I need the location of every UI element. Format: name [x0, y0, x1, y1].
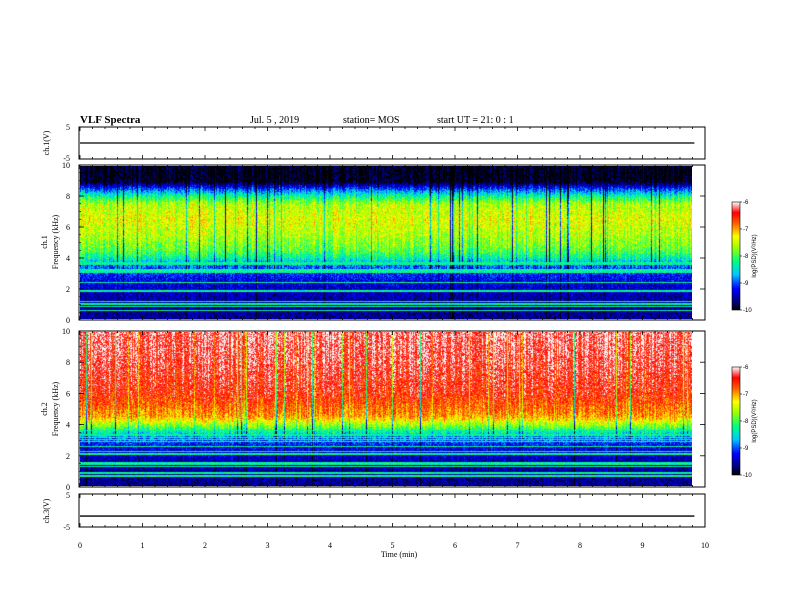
y-tick-label: 10	[62, 327, 70, 336]
start-time-label: start UT = 21: 0 : 1	[437, 115, 514, 126]
ch1-spectrogram-image	[80, 166, 692, 319]
colorbar-tick-label: -9	[743, 446, 749, 452]
colorbar-tick-label: -6	[743, 200, 749, 206]
y-tick-label: 6	[66, 223, 70, 232]
time-axis: 0 1 2 3 4 5 6 7 8 9 10	[78, 127, 709, 550]
time-axis-label: Time (min)	[381, 550, 418, 559]
ch1-ytick-top: 5	[66, 123, 70, 132]
ch2-spectrogram-panel: 0 2 4 6 8 10 ch.2 Frequency (kHz)	[40, 327, 706, 492]
ch3-waveform-frame	[78, 493, 706, 528]
y-tick-label: 8	[66, 358, 70, 367]
colorbar-tick-label: -10	[743, 473, 752, 479]
colorbar-tick-label: -9	[743, 281, 749, 287]
x-tick-label: 9	[641, 541, 645, 550]
colorbar-scale	[731, 366, 741, 476]
ch2-spectrogram-image	[80, 332, 692, 486]
ch1-spectrogram-ylabel-channel: ch.1	[40, 235, 49, 249]
ch1-waveform-ylabel: ch.1(V)	[42, 130, 51, 155]
ch1-ytick-bottom: -5	[63, 154, 70, 163]
colorbar-tick-label: -6	[743, 365, 749, 371]
ch1-spectrogram-panel: 0 2 4 6 8 10 ch.1 Frequency (kHz)	[40, 161, 706, 325]
colorbar-label: log(PSD)(V²/Hz)	[752, 234, 758, 277]
date-label: Jul. 5 , 2019	[250, 115, 299, 126]
y-tick-label: 2	[66, 452, 70, 461]
ch3-waveform-ylabel: ch.3(V)	[42, 498, 51, 523]
y-tick-label: 8	[66, 192, 70, 201]
x-tick-label: 7	[516, 541, 520, 550]
x-tick-label: 6	[453, 541, 457, 550]
ch1-spectrogram-ylabel-frequency: Frequency (kHz)	[51, 214, 60, 269]
colorbar-tick-label: -8	[743, 419, 749, 425]
x-tick-label: 8	[578, 541, 582, 550]
ch3-ytick-top: 5	[66, 491, 70, 500]
x-tick-label: 0	[78, 541, 82, 550]
ch3-waveform-panel: 5 -5 ch.3(V)	[42, 491, 706, 532]
ch2-spectrogram-ylabel-channel: ch.2	[40, 402, 49, 416]
x-tick-label: 5	[391, 541, 395, 550]
colorbar-label: log(PSD)(V²/Hz)	[752, 399, 758, 442]
y-tick-label: 0	[66, 316, 70, 325]
y-tick-label: 4	[66, 421, 70, 430]
ch2-spectrogram-ylabel-frequency: Frequency (kHz)	[51, 381, 60, 436]
figure-title: VLF Spectra	[80, 114, 141, 126]
ch1-colorbar: -6 -7 -8 -9 -10 log(PSD)(V²/Hz)	[731, 200, 758, 314]
ch1-waveform-panel: 5 -5 ch.1(V)	[42, 123, 706, 163]
colorbar-scale	[731, 201, 741, 311]
x-tick-label: 1	[141, 541, 145, 550]
x-tick-label: 3	[266, 541, 270, 550]
colorbar-tick-label: -7	[743, 392, 749, 398]
ch3-ytick-bottom: -5	[63, 523, 70, 532]
y-tick-label: 2	[66, 285, 70, 294]
colorbar-tick-label: -10	[743, 308, 752, 314]
y-tick-label: 0	[66, 483, 70, 492]
y-tick-label: 10	[62, 161, 70, 170]
y-tick-label: 4	[66, 254, 70, 263]
station-label: station= MOS	[343, 115, 399, 126]
x-tick-label: 10	[701, 541, 709, 550]
colorbar-tick-label: -8	[743, 254, 749, 260]
x-tick-label: 2	[203, 541, 207, 550]
ch2-colorbar: -6 -7 -8 -9 -10 log(PSD)(V²/Hz)	[731, 365, 758, 479]
y-tick-label: 6	[66, 389, 70, 398]
colorbar-tick-label: -7	[743, 227, 749, 233]
x-tick-label: 4	[328, 541, 332, 550]
